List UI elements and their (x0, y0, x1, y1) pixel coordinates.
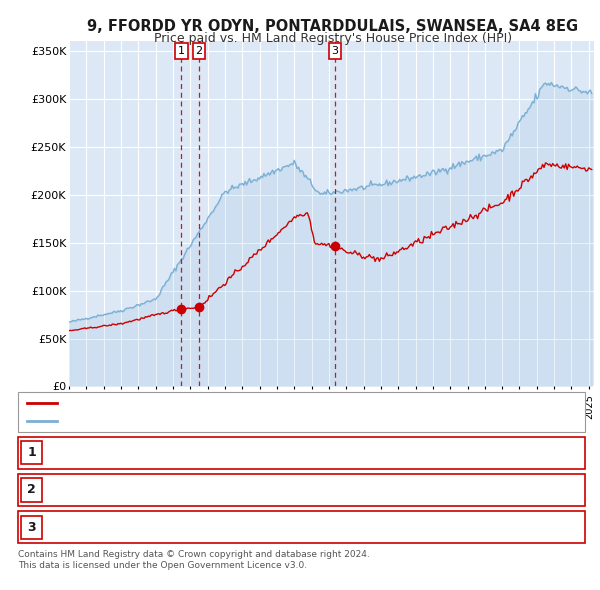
Text: 1: 1 (178, 46, 185, 56)
Text: 1: 1 (27, 446, 36, 460)
Text: £147,000: £147,000 (252, 520, 312, 534)
Text: 3: 3 (331, 46, 338, 56)
Text: 13% ↓ HPI: 13% ↓ HPI (386, 446, 454, 460)
Text: £82,500: £82,500 (256, 483, 308, 497)
Text: 21% ↓ HPI: 21% ↓ HPI (386, 483, 454, 497)
Text: 05-MAY-2010: 05-MAY-2010 (79, 520, 161, 534)
Text: £80,950: £80,950 (256, 446, 308, 460)
Text: Contains HM Land Registry data © Crown copyright and database right 2024.
This d: Contains HM Land Registry data © Crown c… (18, 550, 370, 570)
Text: 9, FFORDD YR ODYN, PONTARDDULAIS, SWANSEA, SA4 8EG (detached house): 9, FFORDD YR ODYN, PONTARDDULAIS, SWANSE… (61, 398, 467, 408)
Text: 28% ↓ HPI: 28% ↓ HPI (386, 520, 454, 534)
Text: 29-JUN-2001: 29-JUN-2001 (80, 446, 160, 460)
Text: HPI: Average price, detached house, Swansea: HPI: Average price, detached house, Swan… (61, 415, 301, 425)
Text: Price paid vs. HM Land Registry's House Price Index (HPI): Price paid vs. HM Land Registry's House … (154, 32, 512, 45)
Text: 3: 3 (27, 520, 36, 534)
Text: 9, FFORDD YR ODYN, PONTARDDULAIS, SWANSEA, SA4 8EG: 9, FFORDD YR ODYN, PONTARDDULAIS, SWANSE… (88, 19, 578, 34)
Text: 2: 2 (196, 46, 203, 56)
Text: 2: 2 (27, 483, 36, 497)
Text: 02-JUL-2002: 02-JUL-2002 (82, 483, 158, 497)
